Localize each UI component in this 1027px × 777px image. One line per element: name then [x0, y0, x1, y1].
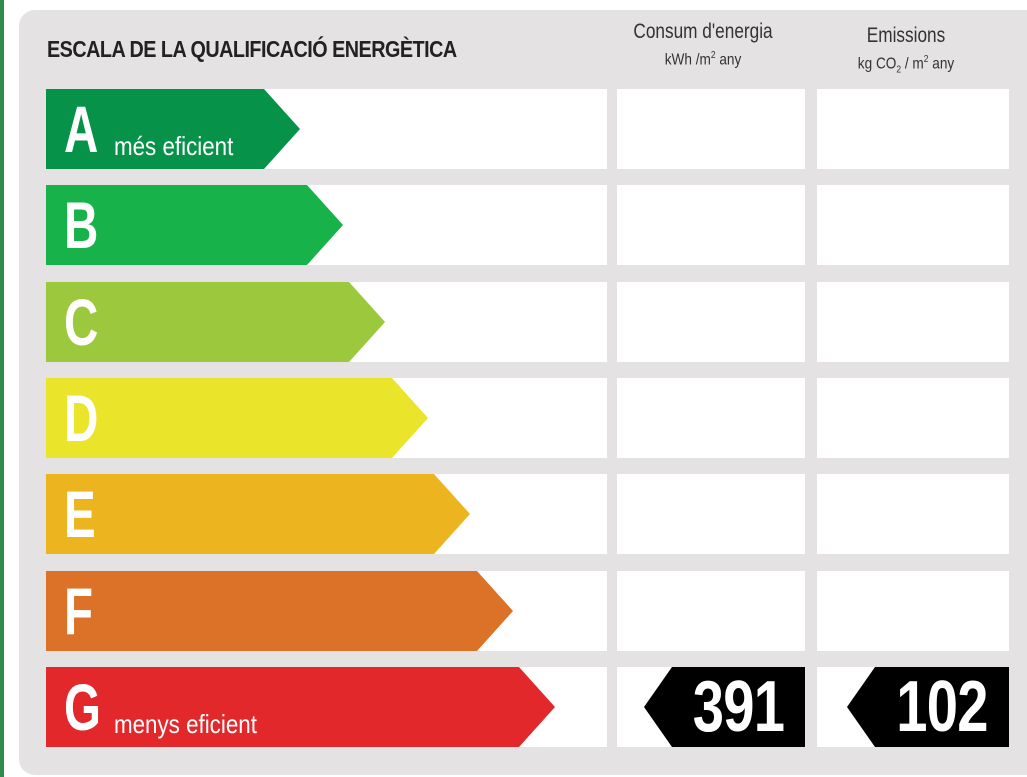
emissions-column-unit: kg CO2 / m2 any [857, 54, 955, 76]
label-title: ESCALA DE LA QUALIFICACIÓ ENERGÈTICA [47, 36, 457, 62]
emissions-rating-badge: 102 [847, 667, 1009, 747]
class-letter-a: A [64, 92, 99, 166]
class-row-c: C [46, 282, 607, 362]
energy-cell-c [617, 282, 805, 362]
class-row-e: E [46, 474, 607, 554]
emissions-cell-d [817, 378, 1009, 458]
energy-column-header: Consum d'energia kWh /m2 any [603, 20, 803, 69]
class-caption-a: més eficient [114, 131, 234, 161]
emissions-column-title: Emissions [866, 24, 946, 47]
class-arrow-b: B [46, 185, 343, 265]
class-letter-e: E [64, 477, 96, 551]
class-arrow-f: F [46, 571, 513, 651]
class-arrow-c: C [46, 282, 385, 362]
energy-rating-badge: 391 [644, 667, 805, 747]
energy-cell-g: 391 [617, 667, 805, 747]
class-arrow-d: D [46, 378, 428, 458]
energy-column-unit: kWh /m2 any [664, 50, 742, 69]
class-letter-f: F [64, 574, 94, 648]
class-row-d: D [46, 378, 607, 458]
class-caption-g: menys eficient [114, 709, 257, 739]
class-letter-b: B [64, 188, 99, 262]
emissions-cell-c [817, 282, 1009, 362]
emissions-cell-g: 102 [817, 667, 1009, 747]
energy-cell-e [617, 474, 805, 554]
emissions-cell-a [817, 89, 1009, 169]
energy-cell-a [617, 89, 805, 169]
energy-cell-f [617, 571, 805, 651]
emissions-rating-badge-value: 102 [896, 667, 988, 747]
emissions-cell-b [817, 185, 1009, 265]
energy-cell-d [617, 378, 805, 458]
energy-cell-b [617, 185, 805, 265]
class-letter-c: C [64, 285, 99, 359]
emissions-cell-e [817, 474, 1009, 554]
class-row-f: F [46, 571, 607, 651]
class-letter-g: G [64, 670, 101, 744]
left-border-strip [0, 0, 4, 777]
class-arrow-e: E [46, 474, 470, 554]
energy-column-title: Consum d'energia [633, 20, 773, 43]
class-letter-d: D [64, 381, 99, 455]
emissions-cell-f [817, 571, 1009, 651]
energy-rating-badge-value: 391 [692, 667, 785, 747]
class-row-b: B [46, 185, 607, 265]
emissions-column-header: Emissions kg CO2 / m2 any [806, 24, 1006, 76]
